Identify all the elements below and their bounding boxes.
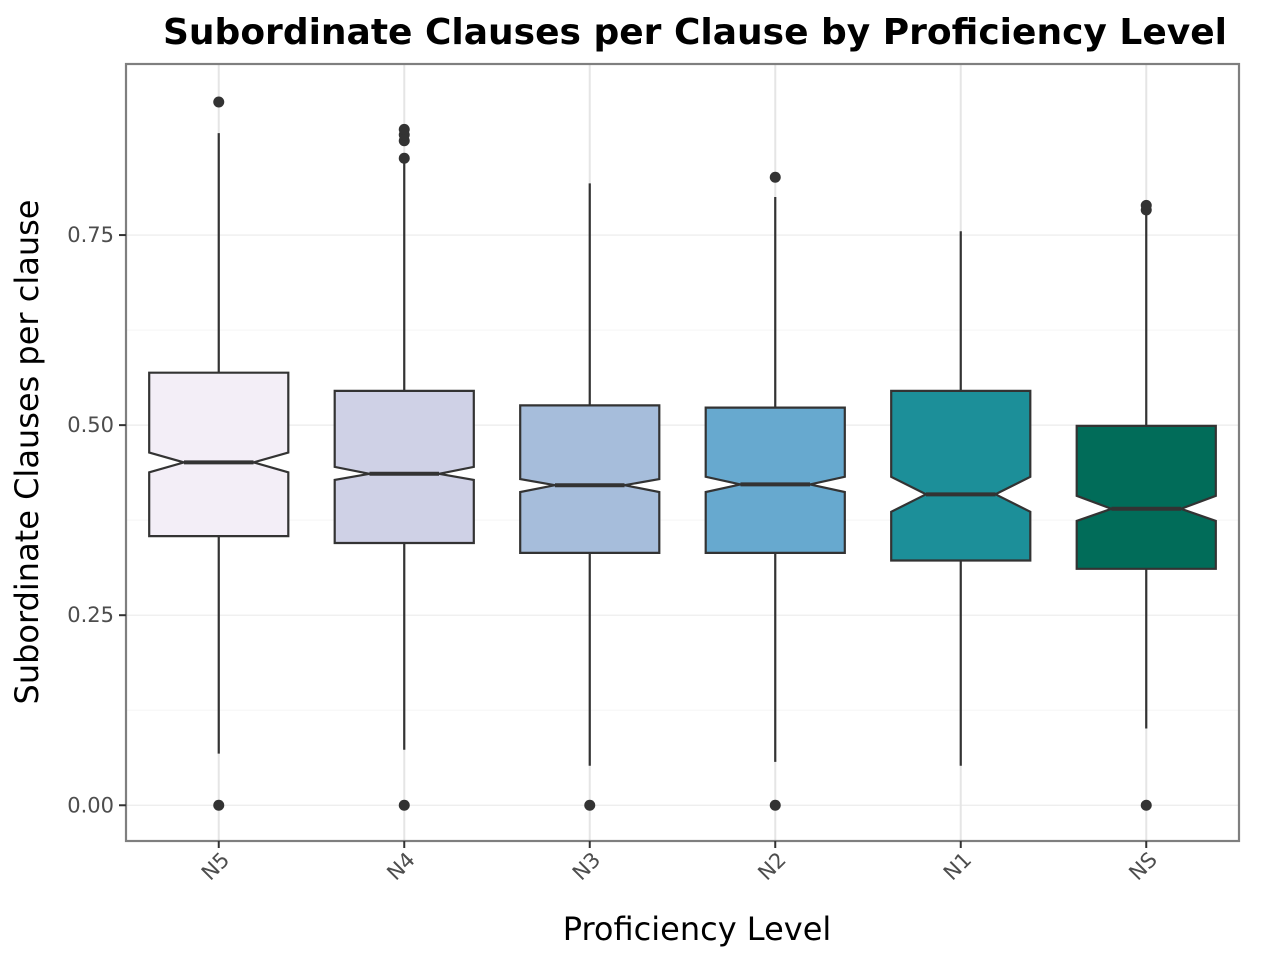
outlier-point xyxy=(584,799,596,811)
y-tick-label: 0.00 xyxy=(67,793,114,817)
outlier-point xyxy=(398,123,410,135)
box-body xyxy=(148,371,290,538)
box-N4 xyxy=(333,123,475,811)
plot-panel-border xyxy=(124,62,1241,843)
outlier-point xyxy=(213,799,225,811)
box-body xyxy=(333,389,475,545)
plot-panel-background xyxy=(126,64,1239,841)
box-layer xyxy=(148,96,1217,811)
box-N1 xyxy=(890,231,1032,766)
y-axis-title: Subordinate Clauses per clause xyxy=(8,200,46,705)
outlier-point xyxy=(769,171,781,183)
box-NS xyxy=(1075,199,1217,811)
outlier-point xyxy=(1140,799,1152,811)
box-body xyxy=(519,404,661,555)
box-N2 xyxy=(704,171,846,811)
x-axis-title: Proficiency Level xyxy=(563,910,832,948)
outlier-point xyxy=(1140,199,1152,211)
box-body xyxy=(704,406,846,555)
chart-title: Subordinate Clauses per Clause by Profic… xyxy=(163,12,1227,53)
outlier-point xyxy=(769,799,781,811)
box-N3 xyxy=(519,183,661,811)
box-body xyxy=(1075,424,1217,570)
outlier-point xyxy=(398,152,410,164)
y-tick-label: 0.50 xyxy=(67,413,114,437)
box-body xyxy=(890,389,1032,562)
y-tick-label: 0.25 xyxy=(67,603,114,627)
y-tick-label: 0.75 xyxy=(67,223,114,247)
box-N5 xyxy=(148,96,290,811)
outlier-point xyxy=(398,799,410,811)
outlier-point xyxy=(213,96,225,108)
